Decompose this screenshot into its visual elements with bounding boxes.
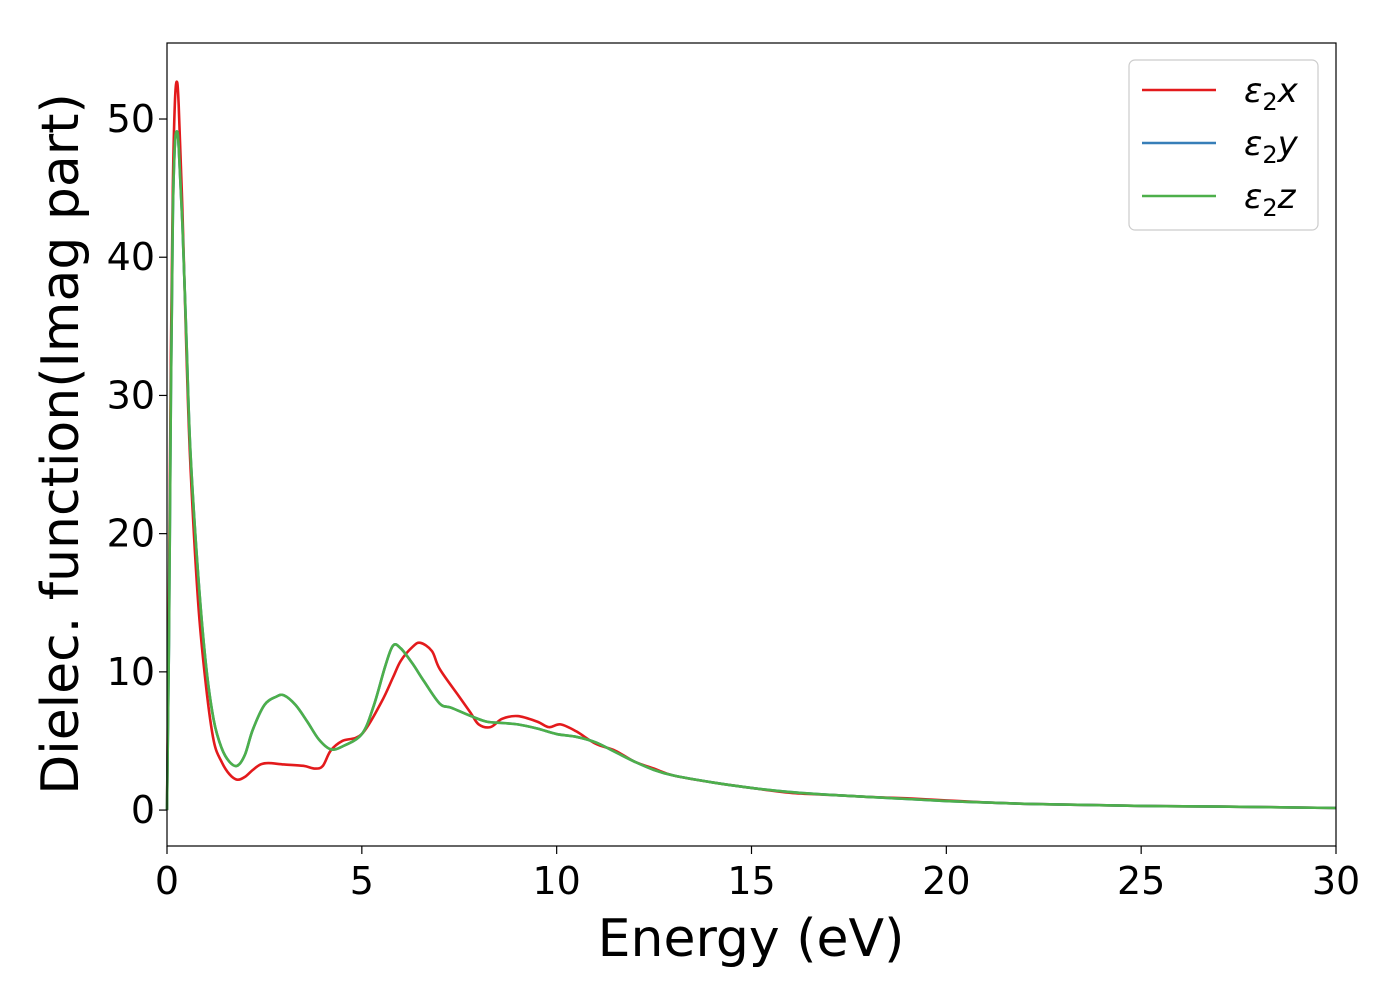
series-line-z bbox=[165, 130, 1337, 811]
x-tick-label: 25 bbox=[1117, 859, 1165, 903]
x-tick-label: 30 bbox=[1312, 859, 1360, 903]
legend-box bbox=[1128, 59, 1319, 231]
y-axis-title: Dielec. function(Imag part) bbox=[31, 93, 91, 795]
x-axis-title: Energy (eV) bbox=[598, 909, 905, 969]
x-tick-label: 0 bbox=[155, 859, 179, 903]
x-axis-ticks: 0 5 10 15 20 25 30 bbox=[155, 846, 1360, 903]
series-layer bbox=[165, 80, 1337, 811]
x-tick-label: 20 bbox=[922, 859, 970, 903]
legend-label-z: ε2z bbox=[1244, 177, 1297, 222]
y-tick-label: 30 bbox=[107, 373, 155, 417]
legend-label-x: ε2x bbox=[1244, 71, 1299, 116]
x-tick-label: 10 bbox=[532, 859, 580, 903]
y-tick-label: 50 bbox=[107, 97, 155, 141]
y-tick-label: 20 bbox=[107, 512, 155, 556]
legend-label-y: ε2y bbox=[1244, 124, 1299, 169]
y-axis-ticks: 0 10 20 30 40 50 bbox=[107, 97, 167, 832]
x-tick-label: 15 bbox=[727, 859, 775, 903]
y-tick-label: 40 bbox=[107, 235, 155, 279]
x-tick-label: 5 bbox=[350, 859, 374, 903]
legend: ε2x ε2y ε2z bbox=[1128, 59, 1319, 231]
y-tick-label: 0 bbox=[131, 788, 155, 832]
y-tick-label: 10 bbox=[107, 650, 155, 694]
